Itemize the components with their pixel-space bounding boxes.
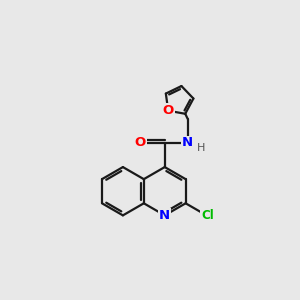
Text: H: H: [196, 143, 205, 153]
Text: N: N: [182, 136, 193, 149]
Text: N: N: [159, 209, 170, 222]
Text: O: O: [135, 136, 146, 149]
Text: O: O: [163, 104, 174, 117]
Text: Cl: Cl: [201, 208, 214, 222]
